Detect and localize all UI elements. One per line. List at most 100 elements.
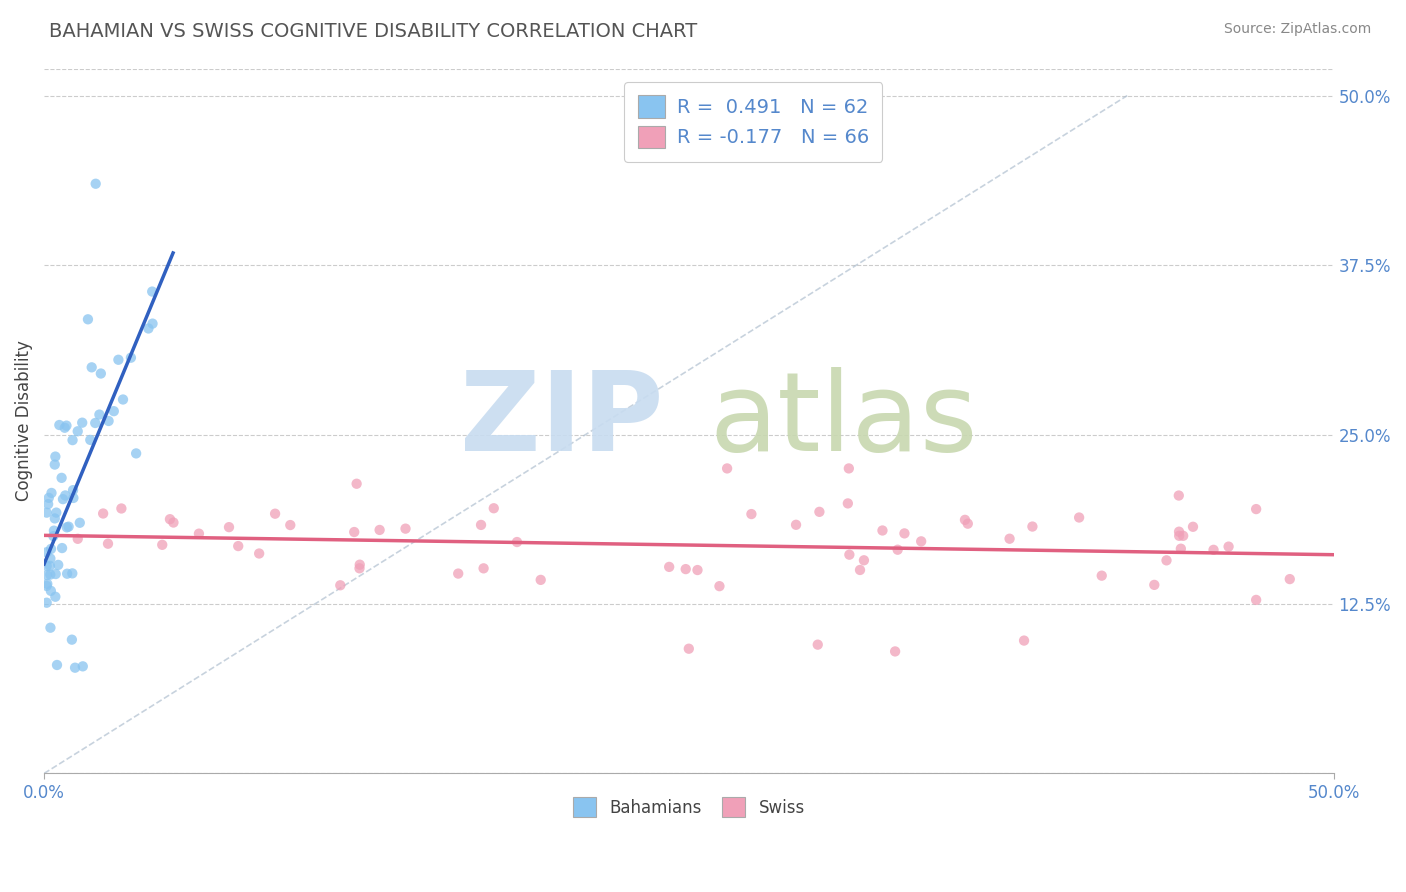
Point (1156, 553, 1178, 567)
Point (53, 488, 76, 502)
Point (1173, 529, 1195, 543)
Point (111, 392, 134, 407)
Point (482, 501, 505, 516)
Point (849, 563, 872, 577)
Point (91, 507, 114, 521)
Point (48, 417, 70, 432)
Point (678, 641, 700, 656)
Point (80, 360, 103, 375)
Point (346, 476, 368, 491)
Point (41, 486, 63, 500)
Point (70, 416, 93, 430)
Point (35, 506, 58, 520)
Point (716, 461, 738, 475)
Text: Source: ZipAtlas.com: Source: ZipAtlas.com (1223, 22, 1371, 37)
Point (837, 496, 859, 510)
Point (44, 450, 66, 464)
Point (60, 566, 83, 581)
Point (349, 561, 371, 575)
Point (807, 638, 830, 652)
Point (247, 547, 270, 561)
Point (39, 567, 62, 582)
Point (349, 558, 371, 572)
Text: atlas: atlas (709, 368, 977, 475)
Point (42, 529, 65, 543)
Point (44, 511, 66, 525)
Point (785, 517, 807, 532)
Point (1143, 578, 1166, 592)
Point (886, 542, 908, 557)
Point (1218, 540, 1240, 554)
Point (39, 551, 62, 566)
Point (45, 506, 67, 520)
Point (66, 532, 89, 546)
Point (37, 497, 59, 511)
Point (89, 408, 111, 422)
Point (1069, 510, 1091, 524)
Point (39, 583, 62, 598)
Point (35, 568, 58, 582)
Y-axis label: Cognitive Disability: Cognitive Disability (15, 341, 32, 501)
Point (39, 621, 62, 635)
Point (1202, 542, 1225, 557)
Point (141, 285, 163, 299)
Point (808, 505, 831, 519)
Point (66, 424, 89, 438)
Point (226, 539, 249, 553)
Point (56, 520, 79, 534)
Point (264, 507, 287, 521)
Point (1167, 489, 1189, 503)
Point (658, 560, 681, 574)
Point (38, 558, 60, 573)
Point (39, 541, 62, 556)
Point (1182, 520, 1205, 534)
Point (675, 562, 697, 576)
Point (35, 596, 58, 610)
Point (1244, 593, 1267, 607)
Point (956, 516, 979, 531)
Point (953, 513, 976, 527)
Point (740, 507, 762, 521)
Point (1168, 524, 1191, 539)
Point (1278, 572, 1301, 586)
Point (79, 433, 101, 447)
Point (44, 590, 66, 604)
Point (838, 461, 860, 475)
Point (686, 563, 709, 577)
Point (38, 491, 60, 505)
Point (69, 516, 91, 530)
Point (103, 404, 125, 418)
Point (42, 524, 65, 538)
Point (368, 523, 391, 537)
Point (35, 558, 58, 573)
Point (343, 524, 366, 539)
Point (530, 573, 553, 587)
Point (472, 561, 495, 575)
Point (278, 518, 301, 533)
Point (159, 512, 181, 526)
Point (35, 545, 58, 559)
Text: BAHAMIAN VS SWISS COGNITIVE DISABILITY CORRELATION CHART: BAHAMIAN VS SWISS COGNITIVE DISABILITY C… (49, 22, 697, 41)
Point (84, 416, 107, 430)
Point (58, 519, 80, 533)
Legend: Bahamians, Swiss: Bahamians, Swiss (564, 789, 813, 825)
Point (447, 566, 470, 581)
Point (110, 501, 132, 516)
Point (162, 516, 184, 530)
Point (52, 492, 75, 507)
Point (125, 446, 148, 460)
Point (107, 352, 129, 367)
Point (709, 579, 731, 593)
Point (1021, 519, 1043, 533)
Point (1170, 541, 1192, 556)
Point (55, 418, 77, 433)
Point (63, 661, 86, 675)
Text: ZIP: ZIP (460, 368, 664, 475)
Point (62, 483, 84, 497)
Point (62, 433, 84, 447)
Point (51, 471, 73, 485)
Point (60, 632, 83, 647)
Point (329, 578, 352, 592)
Point (1244, 502, 1267, 516)
Point (394, 522, 416, 536)
